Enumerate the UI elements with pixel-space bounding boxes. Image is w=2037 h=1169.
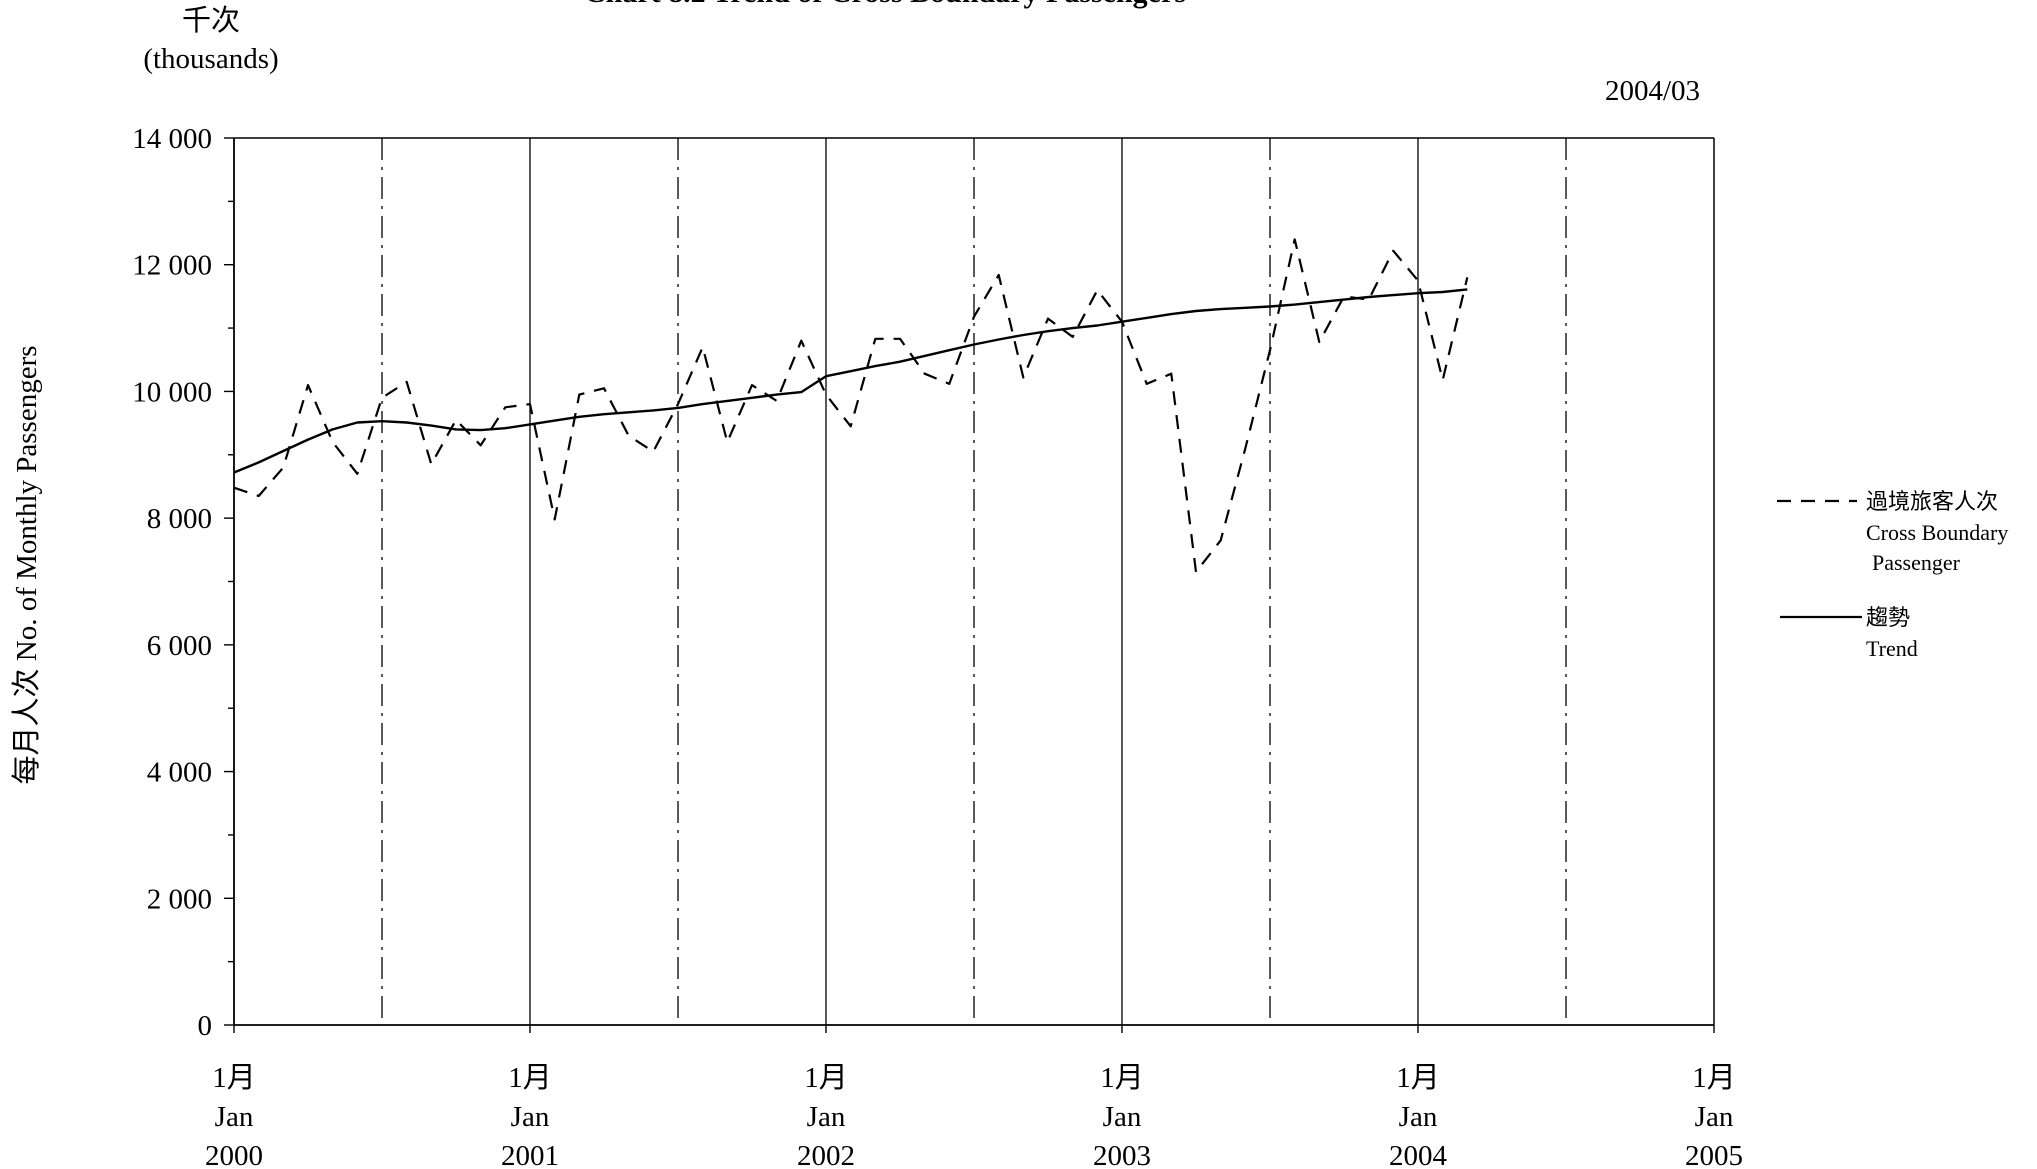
series-line-trend xyxy=(233,288,1468,474)
axes xyxy=(224,137,1715,1033)
y-unit-english: (thousands) xyxy=(143,43,278,75)
x-tick-label-month-cn: 1月 xyxy=(1692,1062,1736,1094)
x-tick-label-year: 2005 xyxy=(1685,1140,1743,1169)
y-tick-labels: 0 2 000 4 000 6 000 8 000 10 000 12 000 14 000 xyxy=(132,123,212,1042)
x-tick-label-year: 2001 xyxy=(501,1140,559,1169)
y-tick-label: 12 000 xyxy=(132,250,212,282)
x-tick-label-month-cn: 1月 xyxy=(212,1062,256,1094)
x-tick-label-month-en: Jan xyxy=(807,1101,846,1133)
date-note: 2004/03 xyxy=(1605,75,1700,107)
x-tick-label-month-en: Jan xyxy=(1399,1101,1438,1133)
y-axis-label: 每月人次 No. of Monthly Passengers xyxy=(10,345,43,784)
y-tick-label: 4 000 xyxy=(147,757,212,789)
legend-passenger-label-cn: 過境旅客人次 xyxy=(1866,489,1998,514)
chart-title: Chart 8.2 Trend of Cross Boundary Passen… xyxy=(584,0,1186,9)
x-tick-label-month-en: Jan xyxy=(1103,1101,1142,1133)
y-tick-label: 8 000 xyxy=(147,503,212,535)
x-tick-label-month-cn: 1月 xyxy=(1396,1062,1440,1094)
x-tick-label-year: 2002 xyxy=(797,1140,855,1169)
x-tick-labels: 1月 Jan 2000 1月 Jan 2001 1月 Jan 2002 1月 Jan 2003 1月 Ja… xyxy=(205,1062,1743,1169)
x-tick-label-month-cn: 1月 xyxy=(804,1062,848,1094)
x-tick-label-month-cn: 1月 xyxy=(1100,1062,1144,1094)
series-line-cross-boundary-passengers xyxy=(233,238,1469,574)
x-tick-label-month-cn: 1月 xyxy=(508,1062,552,1094)
x-tick-label-month-en: Jan xyxy=(1695,1101,1734,1133)
data-series xyxy=(233,238,1469,574)
y-tick-label: 0 xyxy=(198,1010,213,1042)
legend: 過境旅客人次 Cross Boundary Passenger 趨勢 Trend xyxy=(1777,489,2008,661)
y-tick-label: 14 000 xyxy=(132,123,212,155)
y-unit-chinese: 千次 xyxy=(182,4,240,37)
vertical-gridlines xyxy=(381,138,1567,1025)
x-tick-label-year: 2000 xyxy=(205,1140,263,1169)
x-tick-label-year: 2003 xyxy=(1093,1140,1151,1169)
legend-trend-label-en: Trend xyxy=(1866,636,1918,661)
x-tick-label-year: 2004 xyxy=(1389,1140,1448,1169)
legend-passenger-label-en2: Passenger xyxy=(1872,550,1961,575)
legend-trend-label-cn: 趨勢 xyxy=(1866,605,1910,630)
x-tick-label-month-en: Jan xyxy=(511,1101,550,1133)
legend-passenger-label-en: Cross Boundary xyxy=(1866,520,2008,545)
x-tick-label-month-en: Jan xyxy=(215,1101,254,1133)
y-tick-label: 6 000 xyxy=(147,630,212,662)
y-tick-label: 2 000 xyxy=(147,883,212,915)
y-tick-label: 10 000 xyxy=(132,376,212,408)
